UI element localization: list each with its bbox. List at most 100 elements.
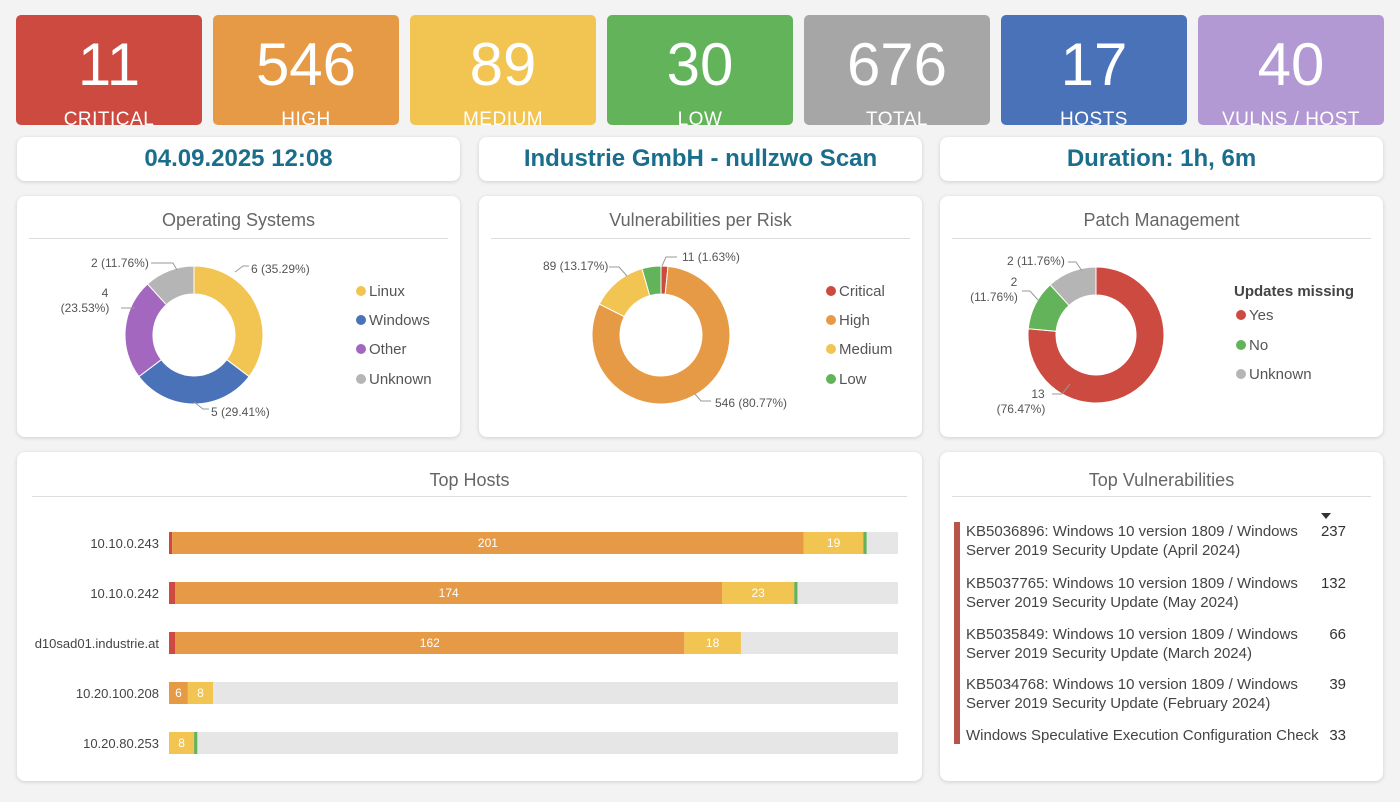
risk-divider: [491, 238, 910, 239]
host-bar-track: [169, 732, 898, 754]
medium-label: MEDIUM: [462, 109, 544, 126]
vuln-row-title: KB5035849: Windows 10 version 1809 / Win…: [966, 626, 1298, 662]
host-bar-medium[interactable]: [169, 732, 195, 754]
medium-tile: 89 MEDIUM: [410, 15, 596, 125]
vuln-row-count: 33: [1329, 727, 1346, 744]
vulns-per-host-label: VULNS / HOST: [1222, 109, 1360, 126]
risk-slice-label-high: 546 (80.77%): [715, 396, 787, 410]
risk-legend-low: Low: [839, 371, 867, 388]
risk-legend-swatch-critical: [826, 286, 836, 296]
host-bar-low[interactable]: [863, 532, 867, 554]
vuln-row-title: KB5034768: Windows 10 version 1809 / Win…: [966, 676, 1298, 712]
host-bar-critical[interactable]: [169, 632, 176, 654]
low-count: 30: [666, 31, 734, 98]
scan-name-text: Industrie GmbH - nullzwo Scan: [523, 145, 878, 172]
host-bar-medium[interactable]: [722, 582, 795, 604]
sort-down-icon[interactable]: [1321, 513, 1331, 519]
os-legend-other: Other: [369, 341, 407, 358]
critical-label: CRITICAL: [63, 109, 155, 126]
host-bar-low[interactable]: [794, 582, 798, 604]
host-bar-medium[interactable]: [803, 532, 864, 554]
top-vulns-title: Top Vulnerabilities: [1088, 470, 1235, 490]
vuln-row-marker: [954, 574, 960, 625]
os-legend-swatch-linux: [356, 286, 366, 296]
os-slice-unknown[interactable]: [146, 265, 195, 306]
scan-name: Industrie GmbH - nullzwo Scan: [479, 137, 922, 181]
os-divider: [29, 238, 448, 239]
host-bar-track: [169, 682, 898, 704]
os-slice-linux[interactable]: [193, 265, 264, 378]
patch-slice-label-yes: 13 (76.47%): [997, 387, 1046, 416]
os-slice-label-other-value: 4: [102, 286, 109, 300]
host-bar-value: 18: [706, 636, 720, 650]
patch-legend-swatch-no: [1236, 340, 1246, 350]
patch-legend-title: Updates missing: [1234, 283, 1354, 300]
vuln-row[interactable]: KB5034768: Windows 10 version 1809 / Win…: [954, 675, 1354, 726]
hosts-tile: 17 HOSTS: [1001, 15, 1187, 125]
low-tile: 30 LOW: [607, 15, 793, 125]
host-bar-value: 19: [827, 536, 841, 550]
risk-leader-high: [694, 393, 711, 402]
os-legend: Linux Windows Other Unknown: [356, 283, 432, 388]
vuln-row[interactable]: Windows Speculative Execution Configurat…: [954, 726, 1354, 744]
risk-legend-critical: Critical: [839, 283, 885, 300]
os-leader-windows: [193, 401, 209, 410]
scan-duration: Duration: 1h, 6m: [940, 137, 1383, 181]
host-bar-critical[interactable]: [169, 532, 173, 554]
patch-leader-unknown: [1068, 261, 1083, 272]
os-slice-label-unknown: 2 (11.76%): [91, 256, 149, 270]
host-label: 10.20.80.253: [83, 736, 159, 751]
risk-slice-label-critical: 11 (1.63%): [682, 250, 740, 264]
top-hosts-chart: 10.10.0.243 201 19 10.10.0.242 174 23 d10sad01…: [35, 532, 898, 754]
risk-legend-high: High: [839, 312, 870, 329]
risk-slice-labels: 11 (1.63%) 546 (80.77%) 89 (13.17%): [543, 250, 787, 410]
patch-slice-label-unknown: 2 (11.76%): [1007, 254, 1065, 268]
total-label: TOTAL: [866, 109, 928, 126]
top-vulns-divider: [952, 496, 1371, 497]
total-count: 676: [846, 31, 948, 98]
os-legend-unknown: Unknown: [369, 371, 432, 388]
vuln-row-count: 39: [1329, 676, 1346, 693]
host-bar-medium[interactable]: [187, 682, 213, 704]
patch-panel: Patch Management 2 (11.76%) 2 (11.76%) 13…: [940, 196, 1383, 437]
host-bar-high[interactable]: [169, 682, 188, 704]
host-bar-high[interactable]: [172, 532, 804, 554]
scan-date: 04.09.2025 12:08: [17, 137, 460, 181]
risk-slice-low[interactable]: [641, 265, 662, 297]
risk-leader-critical: [661, 256, 677, 267]
os-legend-swatch-windows: [356, 315, 366, 325]
patch-slice-labels: 2 (11.76%) 2 (11.76%) 13 (76.47%): [970, 254, 1083, 416]
host-bar-high[interactable]: [175, 582, 723, 604]
top-hosts-panel: Top Hosts 10.10.0.243 201 19 10.10.0.242 174…: [17, 452, 922, 781]
patch-divider: [952, 238, 1371, 239]
patch-donut: [1027, 266, 1165, 404]
risk-slice-label-medium: 89 (13.17%): [543, 259, 608, 273]
risk-chart: 11 (1.63%) 546 (80.77%) 89 (13.17%) Crit…: [543, 250, 892, 410]
patch-legend-swatch-yes: [1236, 310, 1246, 320]
patch-slice-unknown[interactable]: [1049, 266, 1097, 307]
vuln-row-title: KB5037765: Windows 10 version 1809 / Win…: [966, 575, 1298, 611]
risk-title: Vulnerabilities per Risk: [609, 210, 792, 230]
critical-count: 11: [77, 31, 141, 98]
vuln-row[interactable]: KB5035849: Windows 10 version 1809 / Win…: [954, 625, 1354, 675]
risk-legend-swatch-high: [826, 315, 836, 325]
risk-slice-high[interactable]: [591, 265, 731, 405]
patch-slice-yes[interactable]: [1027, 266, 1165, 404]
host-label: d10sad01.industrie.at: [35, 636, 160, 651]
vuln-row[interactable]: KB5036896: Windows 10 version 1809 / Win…: [954, 522, 1354, 574]
host-bar-critical[interactable]: [169, 582, 176, 604]
vuln-row[interactable]: KB5037765: Windows 10 version 1809 / Win…: [954, 574, 1354, 625]
top-hosts-title: Top Hosts: [429, 470, 510, 490]
os-donut: [124, 265, 264, 405]
os-slice-windows[interactable]: [138, 359, 250, 405]
host-bar-low[interactable]: [194, 732, 198, 754]
high-count: 546: [255, 31, 357, 98]
host-bar-medium[interactable]: [684, 632, 741, 654]
host-bar-high[interactable]: [175, 632, 685, 654]
patch-slice-label-yes-pct: (76.47%): [997, 402, 1046, 416]
patch-slice-label-no-pct: (11.76%): [970, 290, 1018, 304]
patch-legend: Updates missing Yes No Unknown: [1234, 283, 1354, 383]
os-slice-labels: 6 (35.29%) 5 (29.41%) 4 (23.53%) 2 (11.76…: [61, 256, 310, 419]
patch-slice-label-no: 2 (11.76%): [970, 275, 1018, 304]
risk-donut: [591, 265, 731, 405]
